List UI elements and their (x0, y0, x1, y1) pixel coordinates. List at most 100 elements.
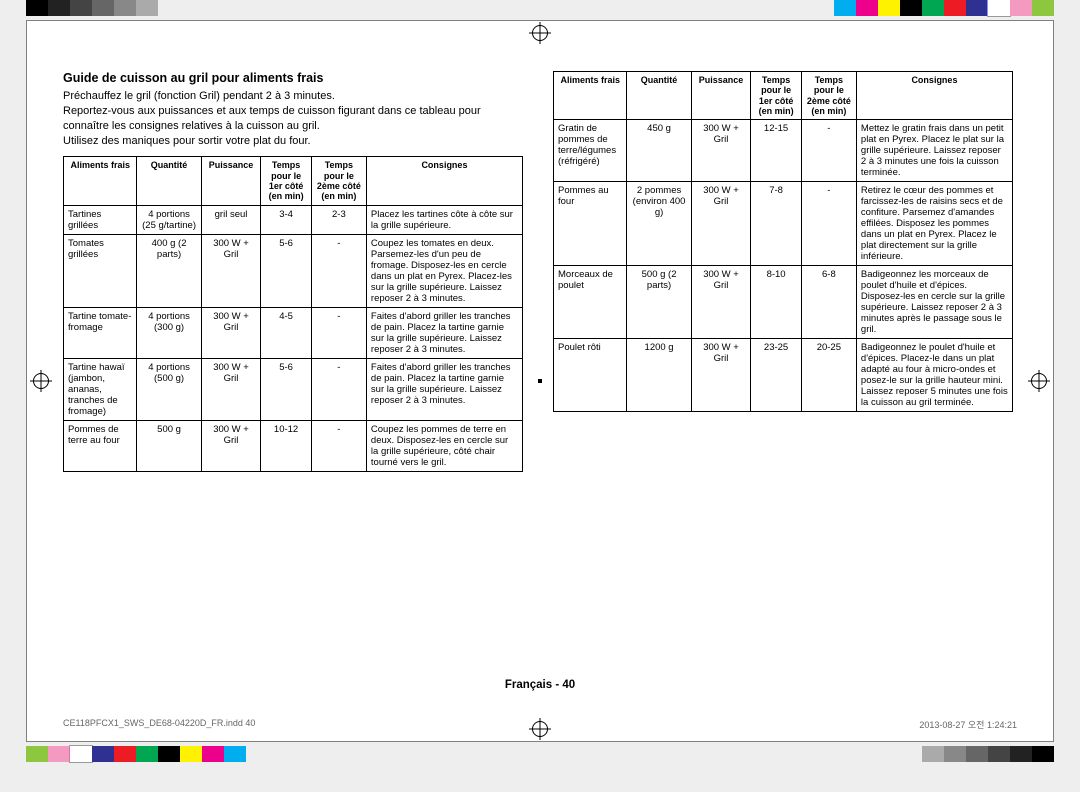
table-cell: 500 g (137, 420, 201, 471)
table-cell: 4-5 (261, 307, 311, 358)
table-cell: Poulet rôti (554, 339, 627, 412)
table-cell: 5-6 (261, 234, 311, 307)
table-cell: 400 g (2 parts) (137, 234, 201, 307)
table-cell: Badigeonnez le poulet d'huile et d'épice… (856, 339, 1012, 412)
table-cell: 300 W + Gril (201, 358, 261, 420)
table-cell: Mettez le gratin frais dans un petit pla… (856, 120, 1012, 182)
table-cell: Coupez les pommes de terre en deux. Disp… (366, 420, 522, 471)
table-cell: 4 portions (25 g/tartine) (137, 205, 201, 234)
section-title: Guide de cuisson au gril pour aliments f… (63, 71, 523, 85)
color-swatch (48, 746, 70, 762)
color-swatch (224, 746, 246, 762)
print-colorbar-top (26, 0, 1054, 16)
table-cell: 300 W + Gril (201, 420, 261, 471)
table-cell: 20-25 (801, 339, 856, 412)
color-swatch (136, 746, 158, 762)
table-cell: 500 g (2 parts) (627, 266, 691, 339)
page: Guide de cuisson au gril pour aliments f… (26, 20, 1054, 742)
color-swatch (988, 0, 1010, 16)
color-swatch (70, 0, 92, 16)
table-cell: 8-10 (751, 266, 801, 339)
table-cell: Tartines grillées (64, 205, 137, 234)
footer-filename: CE118PFCX1_SWS_DE68-04220D_FR.indd 40 (63, 718, 255, 731)
registration-mark-icon (532, 721, 548, 737)
table-cell: gril seul (201, 205, 261, 234)
cooking-table-right: Aliments frais Quantité Puissance Temps … (553, 71, 1013, 412)
table-cell: 3-4 (261, 205, 311, 234)
right-column: Aliments frais Quantité Puissance Temps … (553, 71, 1013, 669)
color-swatch (202, 746, 224, 762)
color-swatch (114, 0, 136, 16)
table-cell: Retirez le cœur des pommes et farcissez-… (856, 182, 1012, 266)
table-cell: 6-8 (801, 266, 856, 339)
table-row: Tartine tomate-fromage4 portions (300 g)… (64, 307, 523, 358)
table-cell: Morceaux de poulet (554, 266, 627, 339)
col-food: Aliments frais (554, 72, 627, 120)
table-cell: - (311, 358, 366, 420)
color-swatch (70, 746, 92, 762)
table-cell: 12-15 (751, 120, 801, 182)
table-cell: 23-25 (751, 339, 801, 412)
col-t1: Temps pour le 1er côté (en min) (751, 72, 801, 120)
color-swatch (944, 0, 966, 16)
col-power: Puissance (691, 72, 751, 120)
table-cell: - (801, 182, 856, 266)
table-cell: 5-6 (261, 358, 311, 420)
table-row: Tartine hawaï (jambon, ananas, tranches … (64, 358, 523, 420)
table-row: Gratin de pommes de terre/légumes (réfri… (554, 120, 1013, 182)
color-swatch (158, 746, 180, 762)
footer-timestamp: 2013-08-27 오전 1:24:21 (919, 718, 1017, 731)
table-cell: - (311, 234, 366, 307)
table-row: Tartines grillées4 portions (25 g/tartin… (64, 205, 523, 234)
registration-mark-icon (532, 25, 548, 41)
table-cell: Coupez les tomates en deux. Parsemez-les… (366, 234, 522, 307)
table-row: Tomates grillées400 g (2 parts)300 W + G… (64, 234, 523, 307)
page-number: Français - 40 (63, 679, 1017, 691)
color-swatches-tr (834, 0, 1054, 16)
color-swatch (1032, 0, 1054, 16)
color-swatch (92, 746, 114, 762)
table-cell: - (801, 120, 856, 182)
color-swatch (834, 0, 856, 16)
table-cell: 450 g (627, 120, 691, 182)
color-swatch (136, 0, 158, 16)
table-cell: 300 W + Gril (691, 120, 751, 182)
col-qty: Quantité (137, 157, 201, 205)
table-cell: 1200 g (627, 339, 691, 412)
intro-text: Préchauffez le gril (fonction Gril) pend… (63, 89, 523, 148)
color-swatch (856, 0, 878, 16)
table-cell: 7-8 (751, 182, 801, 266)
col-t2: Temps pour le 2ème côté (en min) (801, 72, 856, 120)
color-swatch (944, 746, 966, 762)
color-swatch (966, 0, 988, 16)
grayscale-swatches-br (922, 746, 1054, 762)
table-row: Poulet rôti1200 g300 W + Gril23-2520-25B… (554, 339, 1013, 412)
col-instr: Consignes (366, 157, 522, 205)
color-swatch (1032, 746, 1054, 762)
registration-mark-icon (1031, 373, 1047, 389)
table-cell: 300 W + Gril (691, 339, 751, 412)
table-cell: Placez les tartines côte à côte sur la g… (366, 205, 522, 234)
table-row: Pommes de terre au four500 g300 W + Gril… (64, 420, 523, 471)
col-instr: Consignes (856, 72, 1012, 120)
table-row: Pommes au four2 pommes (environ 400 g)30… (554, 182, 1013, 266)
col-t2: Temps pour le 2ème côté (en min) (311, 157, 366, 205)
color-swatch (114, 746, 136, 762)
table-cell: - (311, 307, 366, 358)
table-cell: Tartine tomate-fromage (64, 307, 137, 358)
grayscale-swatches-tl (26, 0, 158, 16)
color-swatch (26, 746, 48, 762)
cooking-table-left: Aliments frais Quantité Puissance Temps … (63, 156, 523, 471)
color-swatch (180, 746, 202, 762)
table-cell: Pommes au four (554, 182, 627, 266)
color-swatch (966, 746, 988, 762)
color-swatch (878, 0, 900, 16)
color-swatch (26, 0, 48, 16)
col-t1: Temps pour le 1er côté (en min) (261, 157, 311, 205)
left-column: Guide de cuisson au gril pour aliments f… (63, 71, 523, 669)
registration-mark-icon (33, 373, 49, 389)
color-swatches-bl (26, 746, 246, 762)
table-cell: 300 W + Gril (201, 234, 261, 307)
col-power: Puissance (201, 157, 261, 205)
center-tick-icon (538, 379, 542, 383)
